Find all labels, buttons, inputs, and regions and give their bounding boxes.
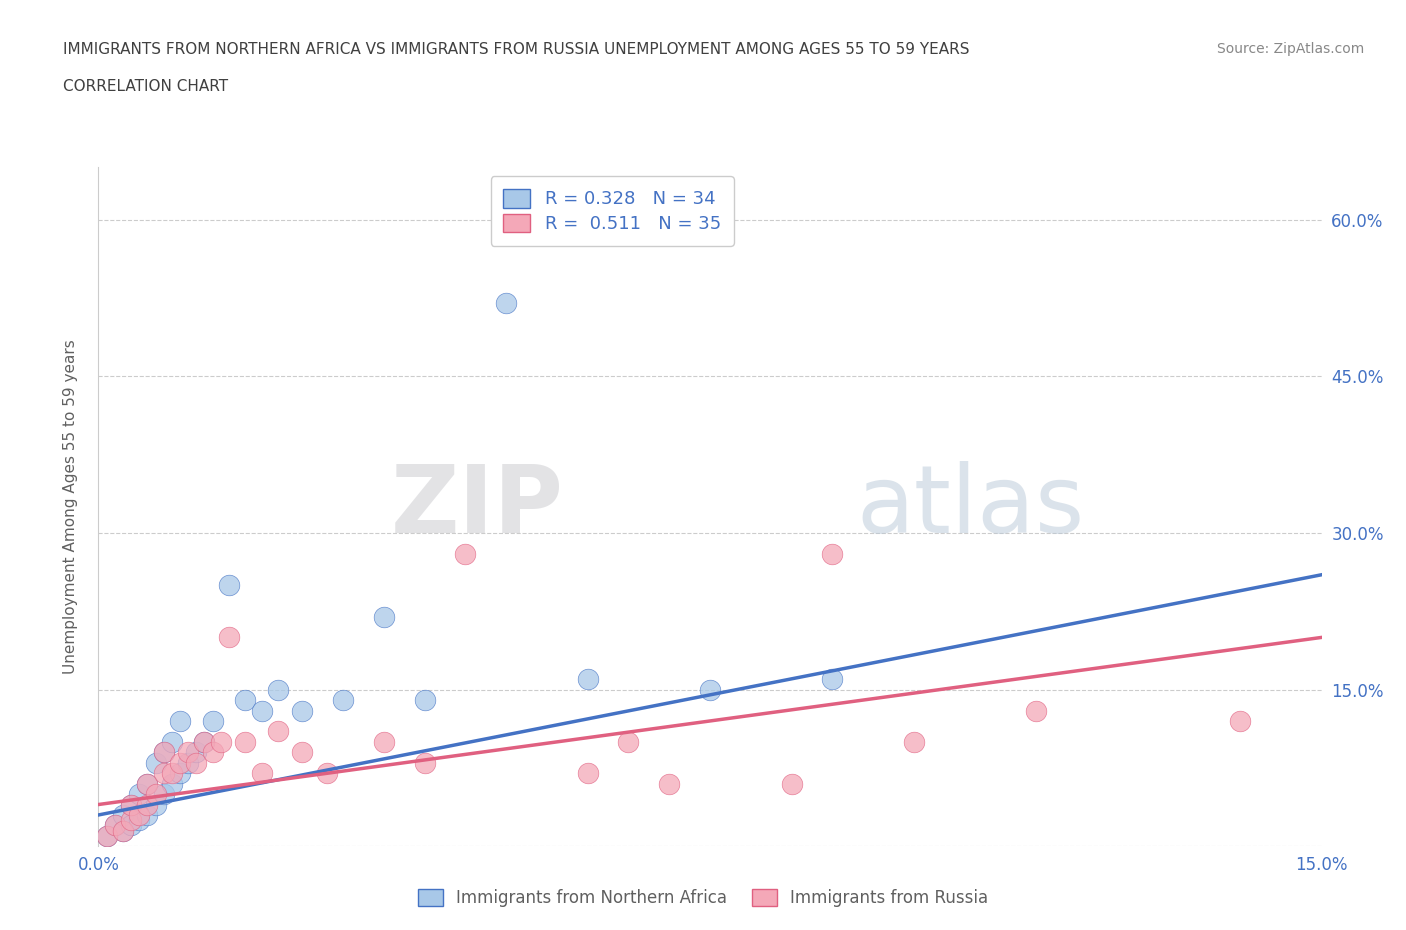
Point — [233, 735, 256, 750]
Point — [291, 745, 314, 760]
Point — [373, 735, 395, 750]
Point — [128, 787, 150, 802]
Point — [120, 797, 142, 812]
Point — [267, 683, 290, 698]
Point — [145, 755, 167, 770]
Point — [152, 787, 174, 802]
Point — [576, 671, 599, 686]
Point — [96, 829, 118, 844]
Point — [120, 813, 142, 828]
Point — [186, 755, 208, 770]
Point — [152, 745, 174, 760]
Point — [218, 578, 240, 592]
Point — [315, 765, 337, 780]
Text: Source: ZipAtlas.com: Source: ZipAtlas.com — [1216, 42, 1364, 56]
Point — [193, 735, 215, 750]
Point — [120, 797, 142, 812]
Point — [169, 755, 191, 770]
Point — [193, 735, 215, 750]
Point — [152, 765, 174, 780]
Point — [495, 296, 517, 311]
Text: ZIP: ZIP — [391, 461, 564, 552]
Text: CORRELATION CHART: CORRELATION CHART — [63, 79, 228, 94]
Point — [177, 745, 200, 760]
Point — [145, 787, 167, 802]
Point — [699, 683, 721, 698]
Point — [120, 818, 142, 833]
Point — [250, 703, 273, 718]
Point — [186, 745, 208, 760]
Legend: Immigrants from Northern Africa, Immigrants from Russia: Immigrants from Northern Africa, Immigra… — [408, 879, 998, 917]
Point — [104, 818, 127, 833]
Point — [576, 765, 599, 780]
Point — [617, 735, 640, 750]
Point — [413, 693, 436, 708]
Point — [201, 713, 224, 728]
Point — [111, 807, 134, 822]
Point — [1229, 713, 1251, 728]
Point — [454, 547, 477, 562]
Point — [218, 630, 240, 644]
Point — [136, 807, 159, 822]
Point — [145, 797, 167, 812]
Point — [291, 703, 314, 718]
Point — [136, 797, 159, 812]
Point — [267, 724, 290, 738]
Point — [1025, 703, 1047, 718]
Point — [821, 547, 844, 562]
Point — [96, 829, 118, 844]
Point — [413, 755, 436, 770]
Point — [136, 777, 159, 791]
Point — [177, 755, 200, 770]
Y-axis label: Unemployment Among Ages 55 to 59 years: Unemployment Among Ages 55 to 59 years — [63, 339, 77, 674]
Point — [658, 777, 681, 791]
Point — [128, 807, 150, 822]
Point — [373, 609, 395, 624]
Legend: R = 0.328   N = 34, R =  0.511   N = 35: R = 0.328 N = 34, R = 0.511 N = 35 — [491, 177, 734, 246]
Text: IMMIGRANTS FROM NORTHERN AFRICA VS IMMIGRANTS FROM RUSSIA UNEMPLOYMENT AMONG AGE: IMMIGRANTS FROM NORTHERN AFRICA VS IMMIG… — [63, 42, 970, 57]
Point — [250, 765, 273, 780]
Text: atlas: atlas — [856, 461, 1085, 552]
Point — [169, 765, 191, 780]
Point — [821, 671, 844, 686]
Point — [903, 735, 925, 750]
Point — [160, 777, 183, 791]
Point — [136, 777, 159, 791]
Point — [111, 823, 134, 838]
Point — [160, 765, 183, 780]
Point — [780, 777, 803, 791]
Point — [152, 745, 174, 760]
Point — [128, 813, 150, 828]
Point — [160, 735, 183, 750]
Point — [332, 693, 354, 708]
Point — [111, 823, 134, 838]
Point — [104, 818, 127, 833]
Point — [209, 735, 232, 750]
Point — [233, 693, 256, 708]
Point — [169, 713, 191, 728]
Point — [201, 745, 224, 760]
